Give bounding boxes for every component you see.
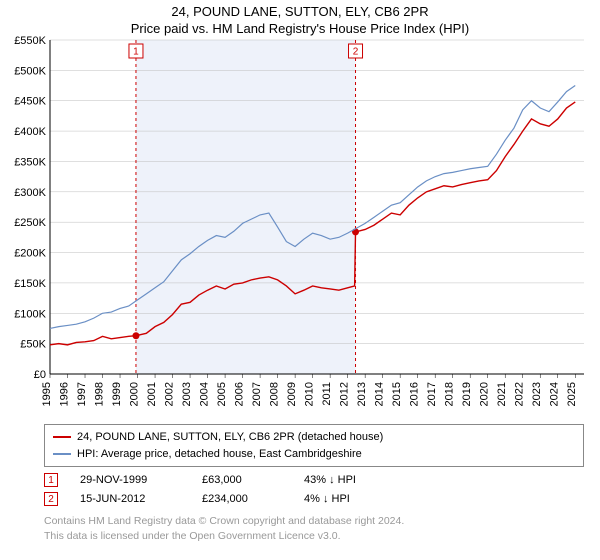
svg-text:1: 1 (133, 47, 139, 58)
svg-text:1999: 1999 (111, 382, 123, 406)
footer-attribution: Contains HM Land Registry data © Crown c… (44, 514, 584, 542)
price-chart: £0 £50K £100K £150K £200K £250K £300K £350K £400… (0, 36, 600, 422)
transaction-row: 1 29-NOV-1999 £63,000 43% ↓ HPI (44, 471, 584, 490)
svg-text:2021: 2021 (496, 382, 508, 406)
svg-text:£50K: £50K (20, 339, 46, 351)
transaction-price: £234,000 (202, 490, 282, 509)
svg-text:1997: 1997 (76, 382, 88, 406)
svg-text:2003: 2003 (181, 382, 193, 406)
transaction-marker-1: 1 (44, 473, 58, 487)
svg-text:2020: 2020 (479, 382, 491, 406)
svg-text:2009: 2009 (286, 382, 298, 406)
svg-text:2023: 2023 (531, 382, 543, 406)
svg-text:2025: 2025 (566, 382, 578, 406)
legend-label: 24, POUND LANE, SUTTON, ELY, CB6 2PR (de… (77, 429, 383, 446)
transaction-date: 15-JUN-2012 (80, 490, 180, 509)
svg-text:2011: 2011 (321, 382, 333, 406)
svg-text:2013: 2013 (356, 382, 368, 406)
chart-title-address: 24, POUND LANE, SUTTON, ELY, CB6 2PR (0, 4, 600, 19)
svg-text:£100K: £100K (14, 308, 46, 320)
chart-title-subtitle: Price paid vs. HM Land Registry's House … (0, 21, 600, 36)
svg-text:£450K: £450K (14, 96, 46, 108)
legend-item-property: 24, POUND LANE, SUTTON, ELY, CB6 2PR (de… (53, 429, 575, 446)
svg-text:2019: 2019 (461, 382, 473, 406)
svg-text:2002: 2002 (164, 382, 176, 406)
svg-text:2001: 2001 (146, 382, 158, 406)
legend-label: HPI: Average price, detached house, East… (77, 446, 362, 463)
svg-text:£0: £0 (34, 369, 46, 381)
svg-text:2006: 2006 (234, 382, 246, 406)
svg-text:2017: 2017 (426, 382, 438, 406)
svg-text:2000: 2000 (129, 382, 141, 406)
legend-swatch-red (53, 436, 71, 438)
svg-text:£300K: £300K (14, 187, 46, 199)
svg-text:2015: 2015 (391, 382, 403, 406)
svg-text:1995: 1995 (41, 382, 53, 406)
svg-text:2008: 2008 (269, 382, 281, 406)
svg-text:£400K: £400K (14, 126, 46, 138)
svg-text:2: 2 (353, 47, 359, 58)
svg-text:2022: 2022 (514, 382, 526, 406)
svg-text:2014: 2014 (374, 382, 386, 406)
svg-text:1996: 1996 (59, 382, 71, 406)
legend-item-hpi: HPI: Average price, detached house, East… (53, 446, 575, 463)
transaction-delta: 4% ↓ HPI (304, 490, 394, 509)
svg-text:2016: 2016 (409, 382, 421, 406)
svg-text:2005: 2005 (216, 382, 228, 406)
footer-line: This data is licensed under the Open Gov… (44, 529, 584, 543)
transaction-date: 29-NOV-1999 (80, 471, 180, 490)
transaction-table: 1 29-NOV-1999 £63,000 43% ↓ HPI 2 15-JUN… (44, 471, 584, 508)
svg-text:£150K: £150K (14, 278, 46, 290)
legend-swatch-blue (53, 453, 71, 455)
svg-text:2004: 2004 (199, 382, 211, 406)
svg-text:2007: 2007 (251, 382, 263, 406)
svg-text:1998: 1998 (94, 382, 106, 406)
svg-text:2018: 2018 (444, 382, 456, 406)
svg-text:2010: 2010 (304, 382, 316, 406)
svg-text:£250K: £250K (14, 217, 46, 229)
transaction-marker-2: 2 (44, 492, 58, 506)
transaction-price: £63,000 (202, 471, 282, 490)
legend: 24, POUND LANE, SUTTON, ELY, CB6 2PR (de… (44, 424, 584, 467)
svg-text:2024: 2024 (549, 382, 561, 406)
svg-text:£500K: £500K (14, 65, 46, 77)
svg-text:£550K: £550K (14, 36, 46, 47)
svg-text:£350K: £350K (14, 156, 46, 168)
transaction-delta: 43% ↓ HPI (304, 471, 394, 490)
svg-text:£200K: £200K (14, 248, 46, 260)
transaction-row: 2 15-JUN-2012 £234,000 4% ↓ HPI (44, 490, 584, 509)
footer-line: Contains HM Land Registry data © Crown c… (44, 514, 584, 528)
svg-text:2012: 2012 (339, 382, 351, 406)
